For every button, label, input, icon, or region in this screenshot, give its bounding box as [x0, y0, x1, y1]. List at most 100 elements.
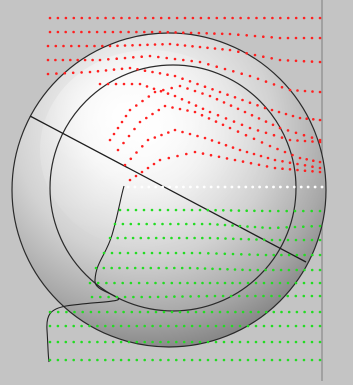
green-dot	[175, 340, 178, 344]
green-dot	[165, 266, 168, 270]
green-dot	[294, 238, 298, 242]
green-dot	[270, 324, 274, 328]
green-dot	[263, 238, 266, 242]
green-dot	[151, 358, 154, 362]
red-dot	[247, 16, 250, 20]
green-dot	[48, 324, 52, 328]
green-dot	[270, 358, 274, 362]
red-dot	[129, 157, 133, 161]
green-dot	[238, 281, 242, 285]
red-dot	[256, 129, 260, 132]
red-dot	[221, 123, 225, 127]
green-dot	[198, 324, 202, 328]
red-dot	[189, 31, 193, 35]
green-dot	[295, 268, 299, 272]
green-dot	[193, 281, 197, 285]
red-dot	[249, 161, 253, 165]
green-dot	[241, 310, 245, 314]
red-dot	[223, 67, 227, 71]
green-dot	[254, 294, 257, 298]
red-dot	[272, 83, 276, 86]
green-dot	[147, 236, 150, 240]
red-dot	[123, 163, 127, 167]
green-dot	[254, 281, 258, 285]
red-dot	[244, 133, 248, 137]
white-dot	[154, 185, 158, 189]
green-dot	[216, 223, 219, 226]
green-dot	[261, 226, 264, 229]
red-dot	[143, 30, 146, 34]
red-dot	[146, 138, 150, 142]
red-dot	[151, 70, 154, 74]
red-dot	[228, 48, 232, 52]
green-dot	[234, 310, 237, 314]
red-dot	[278, 58, 282, 62]
green-dot	[268, 226, 272, 230]
red-dot	[93, 44, 96, 48]
green-dot	[237, 294, 241, 298]
white-dot	[140, 185, 144, 189]
red-dot	[96, 16, 99, 20]
red-dot	[201, 92, 204, 95]
green-dot	[135, 324, 139, 328]
red-dot	[264, 131, 268, 135]
green-dot	[56, 324, 60, 328]
red-dot	[239, 16, 242, 20]
red-dot	[273, 166, 277, 170]
red-dot	[96, 69, 100, 73]
green-dot	[246, 281, 250, 285]
green-dot	[246, 225, 249, 228]
green-dot	[318, 324, 322, 328]
red-dot	[310, 136, 314, 139]
red-dot	[159, 16, 163, 20]
red-dot	[166, 30, 170, 34]
red-dot	[240, 123, 244, 127]
red-dot	[159, 89, 163, 93]
red-dot	[135, 104, 138, 107]
red-dot	[238, 148, 242, 152]
red-dot	[241, 98, 244, 102]
green-dot	[139, 236, 143, 240]
green-dot	[97, 310, 101, 314]
green-dot	[272, 310, 276, 314]
red-dot	[161, 43, 164, 46]
red-dot	[193, 150, 197, 154]
green-dot	[294, 324, 298, 328]
red-dot	[265, 165, 269, 168]
green-dot	[286, 358, 290, 362]
green-dot	[148, 295, 152, 299]
red-dot	[201, 152, 205, 155]
white-dot	[147, 185, 151, 189]
green-dot	[165, 295, 168, 299]
green-dot	[268, 209, 272, 213]
green-dot	[158, 251, 162, 255]
green-dot	[278, 324, 282, 328]
red-dot	[183, 44, 187, 47]
red-dot	[291, 114, 295, 118]
red-dot	[138, 43, 142, 47]
red-dot	[270, 108, 274, 112]
green-dot	[182, 324, 186, 328]
green-dot	[302, 294, 306, 298]
red-dot	[64, 30, 67, 34]
white-dot	[237, 185, 241, 189]
green-dot	[222, 358, 226, 362]
red-dot	[173, 128, 177, 132]
green-dot	[287, 310, 291, 314]
red-dot	[115, 57, 118, 60]
red-dot	[217, 141, 221, 145]
red-dot	[302, 59, 306, 63]
red-dot	[72, 30, 75, 34]
red-dot	[140, 55, 143, 58]
red-dot	[298, 116, 302, 120]
red-dot	[46, 58, 50, 62]
green-dot	[134, 208, 138, 212]
red-dot	[140, 170, 144, 174]
red-dot	[173, 57, 177, 61]
red-dot	[120, 67, 124, 71]
green-dot	[154, 310, 158, 314]
red-dot	[112, 68, 116, 71]
green-dot	[190, 358, 194, 362]
